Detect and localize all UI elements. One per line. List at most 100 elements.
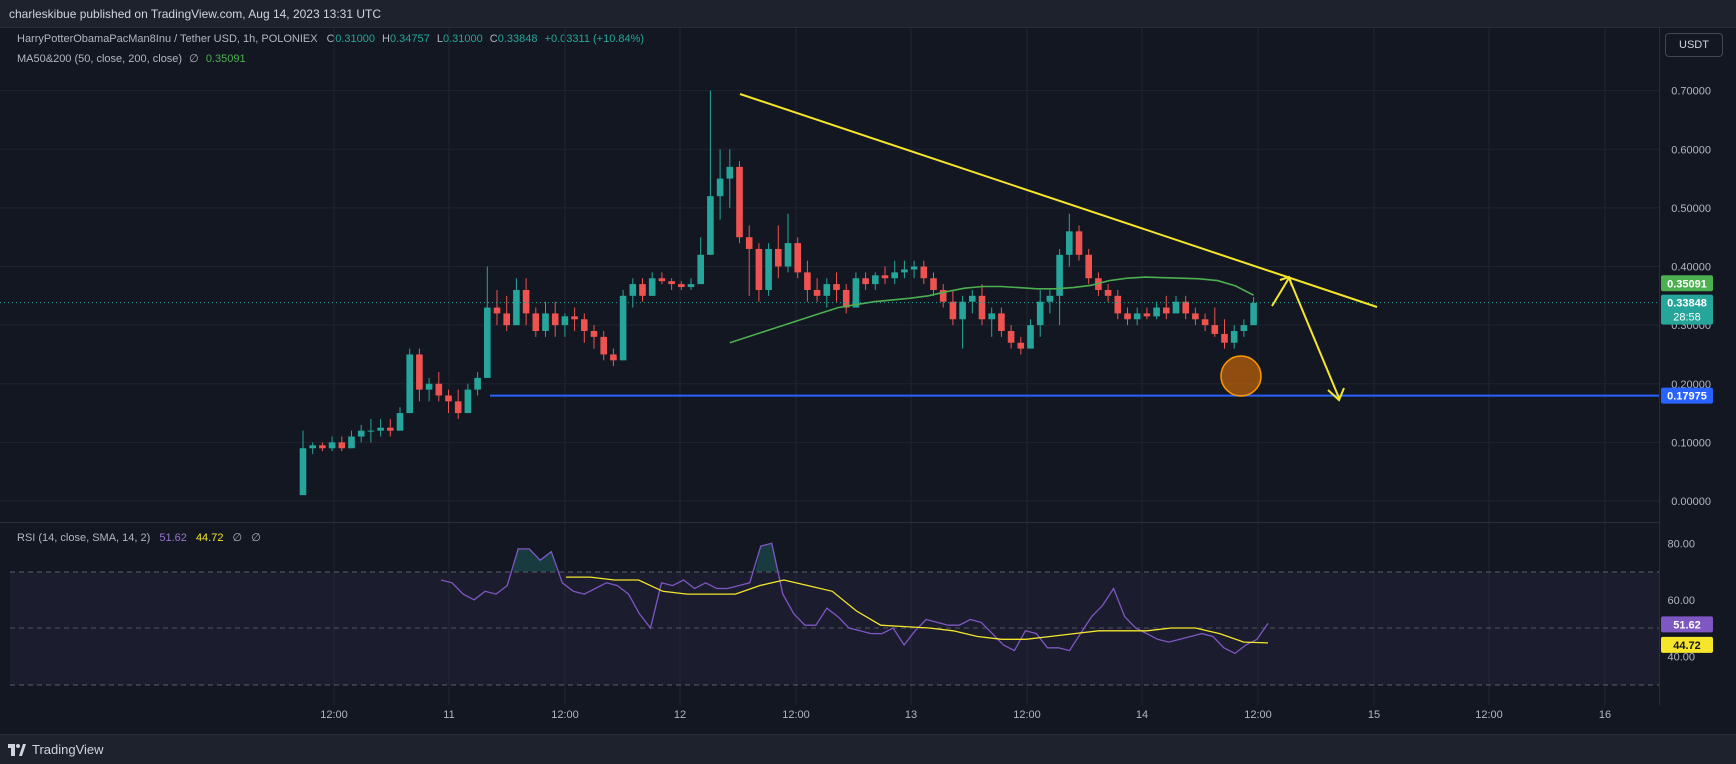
candle[interactable] [1017,336,1025,355]
candle[interactable] [1250,297,1257,326]
tradingview-logo[interactable]: TradingView [8,742,104,757]
candle[interactable] [949,289,957,326]
candle[interactable] [794,237,801,279]
candle[interactable] [1230,325,1238,349]
candle[interactable] [513,278,520,326]
candle[interactable] [726,149,734,208]
candle[interactable] [367,418,375,443]
candle[interactable] [668,278,675,290]
candle[interactable] [755,243,763,302]
candle[interactable] [775,225,782,279]
candle[interactable] [474,372,481,396]
candle[interactable] [1153,301,1160,320]
candle[interactable] [1182,295,1189,320]
candle[interactable] [823,278,831,308]
candle[interactable] [813,278,821,302]
candle[interactable] [581,313,588,343]
candle[interactable] [852,272,860,308]
candle[interactable] [377,418,384,437]
candle[interactable] [842,284,850,314]
candle[interactable] [707,90,714,255]
candle[interactable] [561,313,569,337]
candle[interactable] [1066,213,1073,267]
candle[interactable] [1056,248,1063,326]
candle[interactable] [1133,307,1141,326]
candle[interactable] [348,430,355,449]
candle[interactable] [1211,307,1219,337]
candle[interactable] [872,272,879,290]
candle[interactable] [833,272,840,302]
candle[interactable] [920,260,928,285]
candle[interactable] [454,389,462,419]
candle[interactable] [639,278,646,302]
trendline[interactable] [739,93,1378,308]
candle[interactable] [988,307,995,337]
candle[interactable] [445,389,452,414]
candle[interactable] [319,442,326,452]
candle[interactable] [542,301,549,337]
candle[interactable] [464,383,472,414]
candle[interactable] [716,149,724,220]
candle[interactable] [1104,284,1112,302]
candle[interactable] [1143,307,1151,320]
candle[interactable] [1124,307,1131,326]
candle[interactable] [969,289,976,314]
candle[interactable] [571,307,578,332]
candle[interactable] [425,377,433,402]
candle[interactable] [600,331,607,361]
candle[interactable] [697,237,704,285]
candle[interactable] [532,307,540,337]
candle[interactable] [930,272,937,296]
ma-legend[interactable]: MA50&200 (50, close, 200, close) ∅ 0.350… [17,52,246,65]
candle[interactable] [959,295,966,349]
candle[interactable] [745,225,753,296]
candle[interactable] [1240,319,1248,337]
candle[interactable] [503,295,510,332]
candle[interactable] [687,278,695,290]
candle[interactable] [435,372,443,402]
candle[interactable] [551,301,559,337]
forecast-arrow-path[interactable] [1271,275,1340,399]
candle[interactable] [978,284,986,326]
candle[interactable] [610,348,617,367]
candle[interactable] [484,266,491,378]
candle[interactable] [658,272,666,285]
circled-low-marker[interactable] [1220,355,1262,397]
candle[interactable] [1221,319,1228,349]
candle[interactable] [1114,289,1122,320]
candle[interactable] [493,289,501,326]
candle[interactable] [939,284,947,308]
candle[interactable] [387,418,394,437]
candle[interactable] [648,272,656,296]
candle[interactable] [590,325,598,349]
candle[interactable] [910,260,918,279]
pane-divider[interactable] [0,522,1660,523]
candle[interactable] [357,424,365,443]
candle[interactable] [784,213,792,273]
candle[interactable] [1085,248,1092,285]
candle[interactable] [406,348,413,414]
candle[interactable] [619,289,627,361]
symbol-title[interactable]: HarryPotterObamaPacMan8Inu / Tether USD,… [17,33,318,45]
candle[interactable] [1036,289,1044,337]
candle[interactable] [1046,289,1054,314]
rsi-legend[interactable]: RSI (14, close, SMA, 14, 2) 51.62 44.72 … [17,531,261,544]
candle[interactable] [804,260,811,302]
candle[interactable] [1007,325,1015,349]
candle[interactable] [338,436,346,452]
candle[interactable] [396,407,404,431]
candle[interactable] [1027,319,1034,349]
candle[interactable] [1163,295,1170,320]
candle[interactable] [736,161,743,244]
candle[interactable] [328,436,336,452]
candle[interactable] [881,266,889,285]
candle[interactable] [862,272,869,290]
candle[interactable] [1201,313,1209,332]
candle[interactable] [901,260,908,279]
candle[interactable] [891,260,898,285]
candle[interactable] [629,278,637,308]
candle[interactable] [765,243,772,296]
candle[interactable] [998,307,1005,337]
candle[interactable] [416,348,423,402]
